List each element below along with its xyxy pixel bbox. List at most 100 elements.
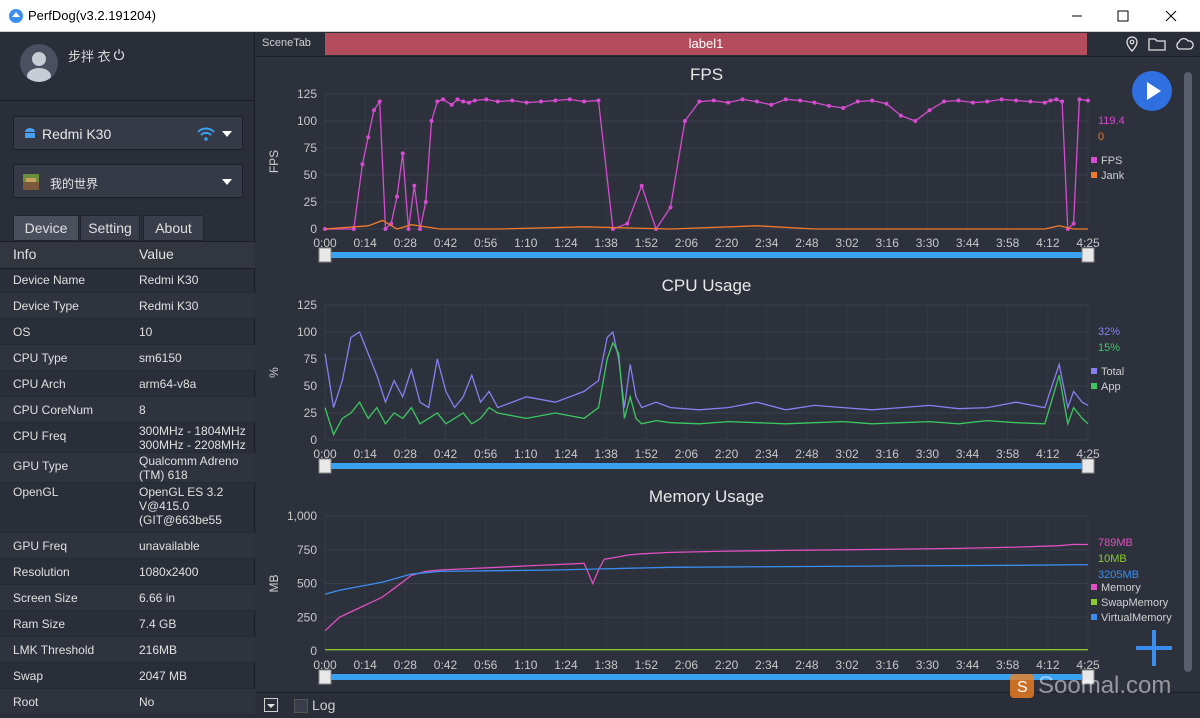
legend-label: SwapMemory — [1101, 597, 1169, 609]
x-tick-label: 4:25 — [1076, 658, 1100, 672]
data-point — [366, 135, 371, 140]
x-tick-label: 2:48 — [795, 658, 819, 672]
add-button[interactable] — [1134, 628, 1174, 668]
legend-label: Jank — [1101, 170, 1125, 182]
data-point — [913, 119, 918, 123]
series-line-app — [324, 341, 1089, 437]
range-slider-track — [325, 463, 1088, 469]
legend-swatch — [1091, 599, 1097, 605]
data-point — [412, 183, 417, 188]
info-key: Root — [13, 695, 39, 709]
data-point — [461, 99, 466, 104]
expand-button[interactable] — [264, 698, 278, 712]
table-row[interactable]: OpenGL OpenGL ES 3.2 V@415.0 (GIT@663be55 — [0, 483, 255, 533]
tab-device[interactable]: Device — [13, 215, 79, 241]
table-row[interactable]: Root No — [0, 689, 255, 715]
table-row[interactable]: CPU Arch arm64-v8a — [0, 371, 255, 397]
data-point — [495, 99, 500, 104]
x-tick-label: 4:12 — [1036, 447, 1060, 461]
table-row[interactable]: OS 10 — [0, 319, 255, 345]
data-point — [394, 194, 399, 199]
data-point — [668, 205, 673, 210]
data-point — [682, 119, 687, 123]
perfdog-logo-icon — [9, 9, 23, 23]
data-point — [435, 99, 440, 104]
device-select[interactable]: Redmi K30 — [13, 116, 243, 150]
x-tick-label: 1:38 — [594, 236, 618, 250]
table-row[interactable]: GPU Type Qualcomm Adreno (TM) 618 — [0, 453, 255, 483]
x-tick-label: 0:00 — [313, 658, 337, 672]
data-point — [697, 99, 702, 104]
table-row[interactable]: Device Name Redmi K30 — [0, 267, 255, 293]
tab-about[interactable]: About — [143, 215, 204, 241]
x-tick-label: 2:20 — [715, 447, 739, 461]
data-point — [812, 100, 817, 105]
log-checkbox[interactable] — [294, 699, 308, 713]
cloud-icon[interactable] — [1174, 36, 1194, 52]
power-icon[interactable] — [113, 48, 125, 60]
x-tick-label: 0:28 — [394, 236, 418, 250]
x-tick-label: 1:38 — [594, 447, 618, 461]
window-title: PerfDog(v3.2.191204) — [28, 8, 156, 23]
play-button[interactable] — [1132, 71, 1172, 111]
table-row[interactable]: GPU Freq unavailable — [0, 533, 255, 559]
avatar[interactable] — [20, 44, 58, 82]
close-button[interactable] — [1148, 0, 1194, 32]
table-row[interactable]: Resolution 1080x2400 — [0, 559, 255, 585]
x-tick-label: 2:48 — [795, 447, 819, 461]
info-value: 216MB — [139, 643, 178, 657]
chart-1: CPU Usage% 0 25 50 75 100 125 0:00 0:14 0:28 0:42 0… — [267, 276, 1124, 474]
data-point — [351, 227, 356, 231]
x-tick-label: 3:30 — [916, 236, 940, 250]
location-icon[interactable] — [1124, 36, 1140, 52]
wifi-icon — [197, 127, 215, 141]
x-tick-label: 0:28 — [394, 447, 418, 461]
folder-icon[interactable] — [1148, 36, 1166, 52]
x-tick-label: 1:52 — [635, 658, 659, 672]
info-value: Redmi K30 — [139, 273, 199, 287]
table-row[interactable]: Device Type Redmi K30 — [0, 293, 255, 319]
y-tick-label: 100 — [297, 325, 317, 339]
chevron-down-icon — [267, 704, 275, 708]
data-point — [884, 101, 889, 106]
chart-title: FPS — [690, 65, 723, 84]
watermark-text: Soomal.com — [1038, 672, 1172, 699]
info-key: GPU Freq — [13, 539, 68, 553]
data-point — [1042, 100, 1047, 105]
legend-swatch — [1091, 584, 1097, 590]
plus-icon — [1136, 630, 1172, 666]
minimize-icon — [1072, 15, 1082, 17]
info-key: CPU CoreNum — [13, 403, 94, 417]
table-row[interactable]: CPU Freq 300MHz - 1804MHz 300MHz - 2208MH… — [0, 423, 255, 453]
chevron-down-icon — [222, 179, 232, 185]
table-row[interactable]: Ram Size 7.4 GB — [0, 611, 255, 637]
data-point — [841, 106, 846, 111]
x-tick-label: 4:25 — [1076, 447, 1100, 461]
x-tick-label: 3:16 — [876, 236, 900, 250]
scene-tab[interactable]: SceneTab — [262, 37, 311, 49]
info-key: Ram Size — [13, 617, 66, 631]
info-value: Qualcomm Adreno (TM) 618 — [139, 454, 239, 482]
info-value: 7.4 GB — [139, 617, 177, 631]
x-tick-label: 3:44 — [956, 658, 980, 672]
x-tick-label: 1:10 — [514, 236, 538, 250]
y-tick-label: 100 — [297, 114, 317, 128]
minimize-button[interactable] — [1054, 0, 1100, 32]
y-tick-label: 125 — [297, 298, 317, 312]
table-row[interactable]: LMK Threshold 216MB — [0, 637, 255, 663]
table-row[interactable]: Swap 2047 MB — [0, 663, 255, 689]
vertical-scrollbar[interactable] — [1184, 72, 1192, 672]
table-row[interactable]: CPU CoreNum 8 — [0, 397, 255, 423]
info-value: unavailable — [139, 539, 200, 553]
legend-swatch — [1091, 368, 1097, 374]
maximize-button[interactable] — [1100, 0, 1146, 32]
series-line-memory — [324, 543, 1089, 632]
current-value: 119.4 — [1098, 115, 1125, 127]
data-point — [383, 227, 388, 231]
series-line-jank — [324, 219, 1088, 230]
scene-label-bar[interactable]: label1 — [325, 33, 1087, 55]
tab-setting[interactable]: Setting — [80, 215, 140, 241]
table-row[interactable]: CPU Type sm6150 — [0, 345, 255, 371]
app-select[interactable]: 我的世界 — [13, 164, 243, 198]
table-row[interactable]: Screen Size 6.66 in — [0, 585, 255, 611]
